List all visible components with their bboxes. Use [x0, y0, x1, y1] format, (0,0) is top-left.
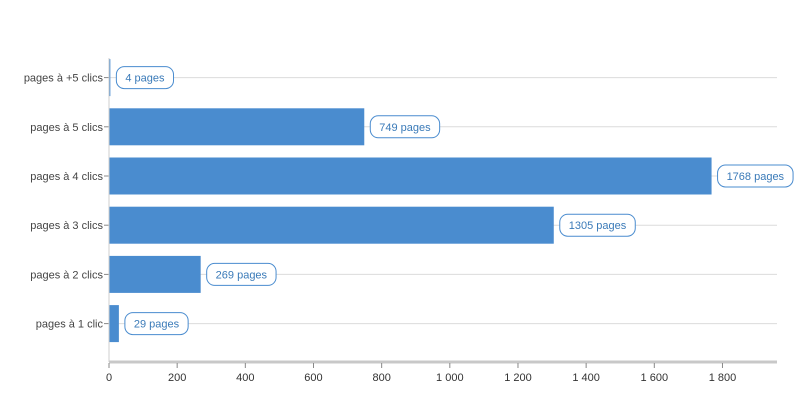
data-label-box: [124, 312, 189, 336]
category-label: pages à +5 clics: [24, 73, 104, 85]
bar: [109, 157, 712, 195]
category-label: pages à 4 clics: [30, 171, 103, 183]
data-label-box: [115, 66, 175, 90]
bar: [109, 59, 111, 97]
data-label: 1305 pages: [559, 213, 636, 237]
category-labels: pages à +5 clics pages à 5 clics pages à 4…: [24, 73, 109, 331]
category-label: pages à 2 clics: [30, 269, 103, 281]
category-label: pages à 1 clic: [36, 319, 104, 331]
data-label: 4 pages: [115, 66, 175, 90]
data-label: 29 pages: [124, 312, 189, 336]
x-axis: 0 200 400 600 800 1 000 1 200 1 400 1 600 1 800: [106, 58, 777, 384]
data-label-box: [717, 164, 794, 188]
category-label: pages à 3 clics: [30, 220, 103, 232]
bar: [109, 206, 554, 244]
data-label-box: [559, 213, 636, 237]
bars: [109, 59, 712, 343]
data-label-text: 4 pages: [125, 73, 165, 85]
x-tick-label: 800: [372, 372, 390, 384]
x-tick-label: 1 000: [436, 372, 464, 384]
x-tick-label: 200: [168, 372, 186, 384]
data-label-box: [369, 115, 441, 139]
category-label: pages à 5 clics: [30, 122, 103, 134]
data-label-text: 1305 pages: [569, 220, 627, 232]
x-tick-label: 1 400: [572, 372, 600, 384]
data-label-text: 29 pages: [134, 319, 180, 331]
data-label: 749 pages: [369, 115, 441, 139]
x-tick-label: 600: [304, 372, 322, 384]
x-tick-label: 1 800: [709, 372, 737, 384]
data-label: 269 pages: [206, 262, 277, 286]
data-labels: 4 pages 749 pages 1768 pages 1305 pages 269 …: [115, 66, 794, 336]
x-tick-label: 0: [106, 372, 112, 384]
x-tick-label: 1 600: [641, 372, 669, 384]
data-label-text: 269 pages: [216, 269, 268, 281]
bar: [109, 305, 119, 343]
x-tick-label: 1 200: [504, 372, 532, 384]
data-label: 1768 pages: [717, 164, 794, 188]
bar: [109, 255, 201, 293]
data-label-text: 749 pages: [379, 122, 431, 134]
data-label-text: 1768 pages: [727, 171, 785, 183]
x-tick-label: 400: [236, 372, 254, 384]
bar: [109, 108, 365, 146]
data-label-box: [206, 262, 277, 286]
